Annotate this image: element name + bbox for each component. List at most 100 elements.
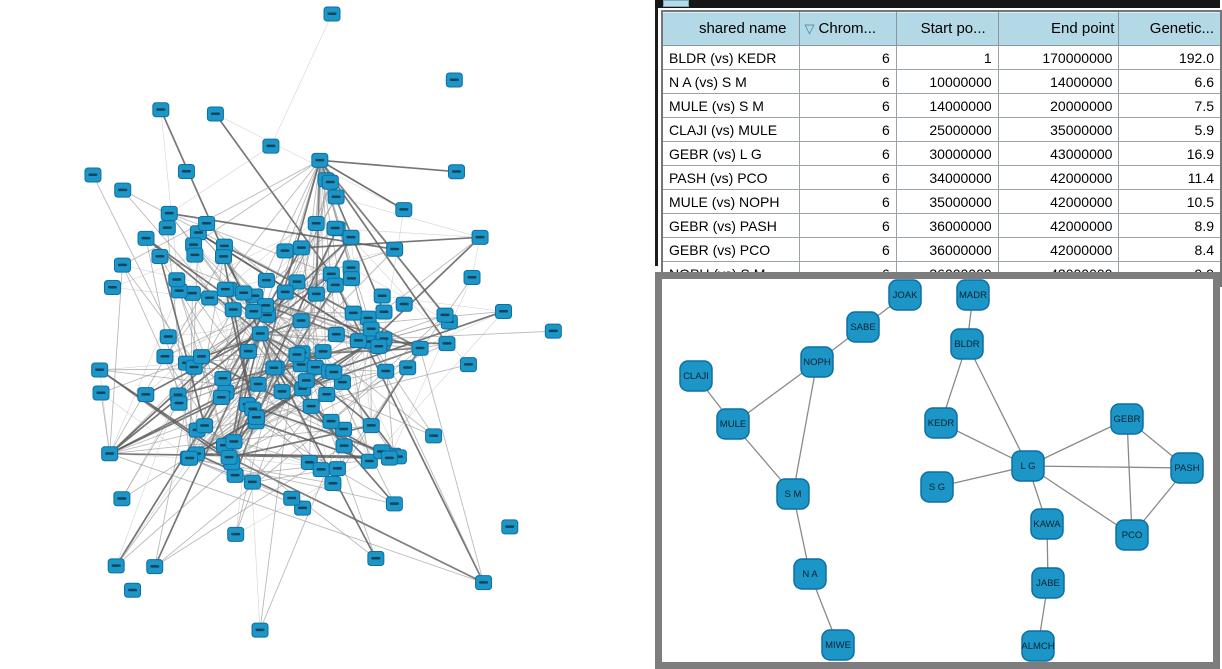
network-node[interactable] [385,496,403,512]
network-node[interactable] [494,303,512,319]
network-node[interactable] [375,304,393,320]
network-node[interactable] [214,370,232,386]
table-panel-tab-chip[interactable] [663,0,689,7]
network-node[interactable] [342,229,360,245]
table-row[interactable]: PASH (vs) PCO 6 34000000 42000000 11.4 [661,165,1222,190]
overview-network-canvas[interactable]: JOAK MADR SABE NOPH BLDR CLAJI MULE KEDR GEBR L G… [662,279,1213,662]
network-node[interactable] [445,72,463,88]
network-node[interactable] [314,344,332,360]
node-shape[interactable] [716,408,750,440]
network-node[interactable] [335,438,353,454]
network-node[interactable] [367,550,385,566]
node-shape[interactable] [679,360,713,392]
node-shape[interactable] [888,279,922,311]
network-node[interactable] [113,257,131,273]
network-node[interactable] [380,450,398,466]
network-node[interactable] [124,582,142,598]
network-node[interactable] [265,360,283,376]
network-node[interactable] [322,413,340,429]
network-node[interactable] [335,421,353,437]
node-shape[interactable] [920,471,954,503]
network-node[interactable] [438,336,456,352]
network-node[interactable] [377,363,395,379]
network-node[interactable] [186,247,204,263]
overview-node-NA[interactable]: N A [793,558,827,590]
network-node[interactable] [501,519,519,535]
node-shape[interactable] [846,311,880,343]
network-node[interactable] [325,364,343,380]
network-node[interactable] [247,409,265,425]
network-node[interactable] [92,385,110,401]
network-node[interactable] [114,182,132,198]
node-shape[interactable] [1115,519,1149,551]
network-node[interactable] [159,329,177,345]
node-shape[interactable] [1170,452,1204,484]
node-shape[interactable] [956,279,990,311]
network-node[interactable] [170,283,188,299]
network-node[interactable] [288,274,306,290]
overview-node-CLAJI[interactable]: CLAJI [679,360,713,392]
overview-node-LG[interactable]: L G [1011,450,1045,482]
network-node[interactable] [245,304,263,320]
network-node[interactable] [306,359,324,375]
network-node[interactable] [103,280,121,296]
table-row[interactable]: MULE (vs) S M 6 14000000 20000000 7.5 [661,93,1222,118]
network-node[interactable] [160,205,178,221]
network-node[interactable] [198,216,216,232]
network-node[interactable] [151,248,169,264]
overview-node-PCO[interactable]: PCO [1115,519,1149,551]
overview-node-PASH[interactable]: PASH [1170,452,1204,484]
main-network-canvas[interactable] [0,0,655,669]
network-node[interactable] [459,357,477,373]
network-node[interactable] [544,323,562,339]
network-node[interactable] [251,326,269,342]
table-row[interactable]: BLDR (vs) KEDR 6 1 170000000 192.0 [661,45,1222,70]
network-node[interactable] [395,296,413,312]
network-node[interactable] [235,285,253,301]
network-node[interactable] [249,376,267,392]
overview-node-KAWA[interactable]: KAWA [1030,508,1064,540]
network-node[interactable] [273,384,291,400]
table-row[interactable]: N A (vs) S M 6 10000000 14000000 6.6 [661,69,1222,94]
network-node[interactable] [288,347,306,363]
network-node[interactable] [395,202,413,218]
table-row[interactable]: GEBR (vs) L G 6 30000000 43000000 16.9 [661,141,1222,166]
network-node[interactable] [225,434,243,450]
table-row[interactable]: CLAJI (vs) MULE 6 25000000 35000000 5.9 [661,117,1222,142]
network-node[interactable] [311,152,329,168]
network-node[interactable] [327,189,345,205]
overview-node-BLDR[interactable]: BLDR [950,328,984,360]
network-node[interactable] [224,302,242,318]
filter-icon[interactable]: ▽ [804,21,815,36]
network-node[interactable] [360,453,378,469]
overview-node-GEBR[interactable]: GEBR [1110,403,1144,435]
column-header-3[interactable]: End point [997,10,1120,46]
node-shape[interactable] [793,558,827,590]
network-node[interactable] [411,340,429,356]
node-shape[interactable] [776,478,810,510]
network-node[interactable] [399,360,417,376]
network-node[interactable] [239,343,257,359]
network-node[interactable] [257,272,275,288]
network-node[interactable] [101,446,119,462]
network-node[interactable] [448,164,466,180]
overview-node-MULE[interactable]: MULE [716,408,750,440]
network-node[interactable] [91,362,109,378]
network-node[interactable] [344,305,362,321]
network-node[interactable] [227,526,245,542]
node-shape[interactable] [1030,508,1064,540]
node-shape[interactable] [800,346,834,378]
network-node[interactable] [262,138,280,154]
network-node[interactable] [107,558,125,574]
network-node[interactable] [206,106,224,122]
network-node[interactable] [370,338,388,354]
network-node[interactable] [212,390,230,406]
network-node[interactable] [137,230,155,246]
network-node[interactable] [84,167,102,183]
overview-node-MADR[interactable]: MADR [956,279,990,311]
network-node[interactable] [328,461,346,477]
network-node[interactable] [326,220,344,236]
network-node[interactable] [297,373,315,389]
network-node[interactable] [425,428,443,444]
network-node[interactable] [323,6,341,22]
